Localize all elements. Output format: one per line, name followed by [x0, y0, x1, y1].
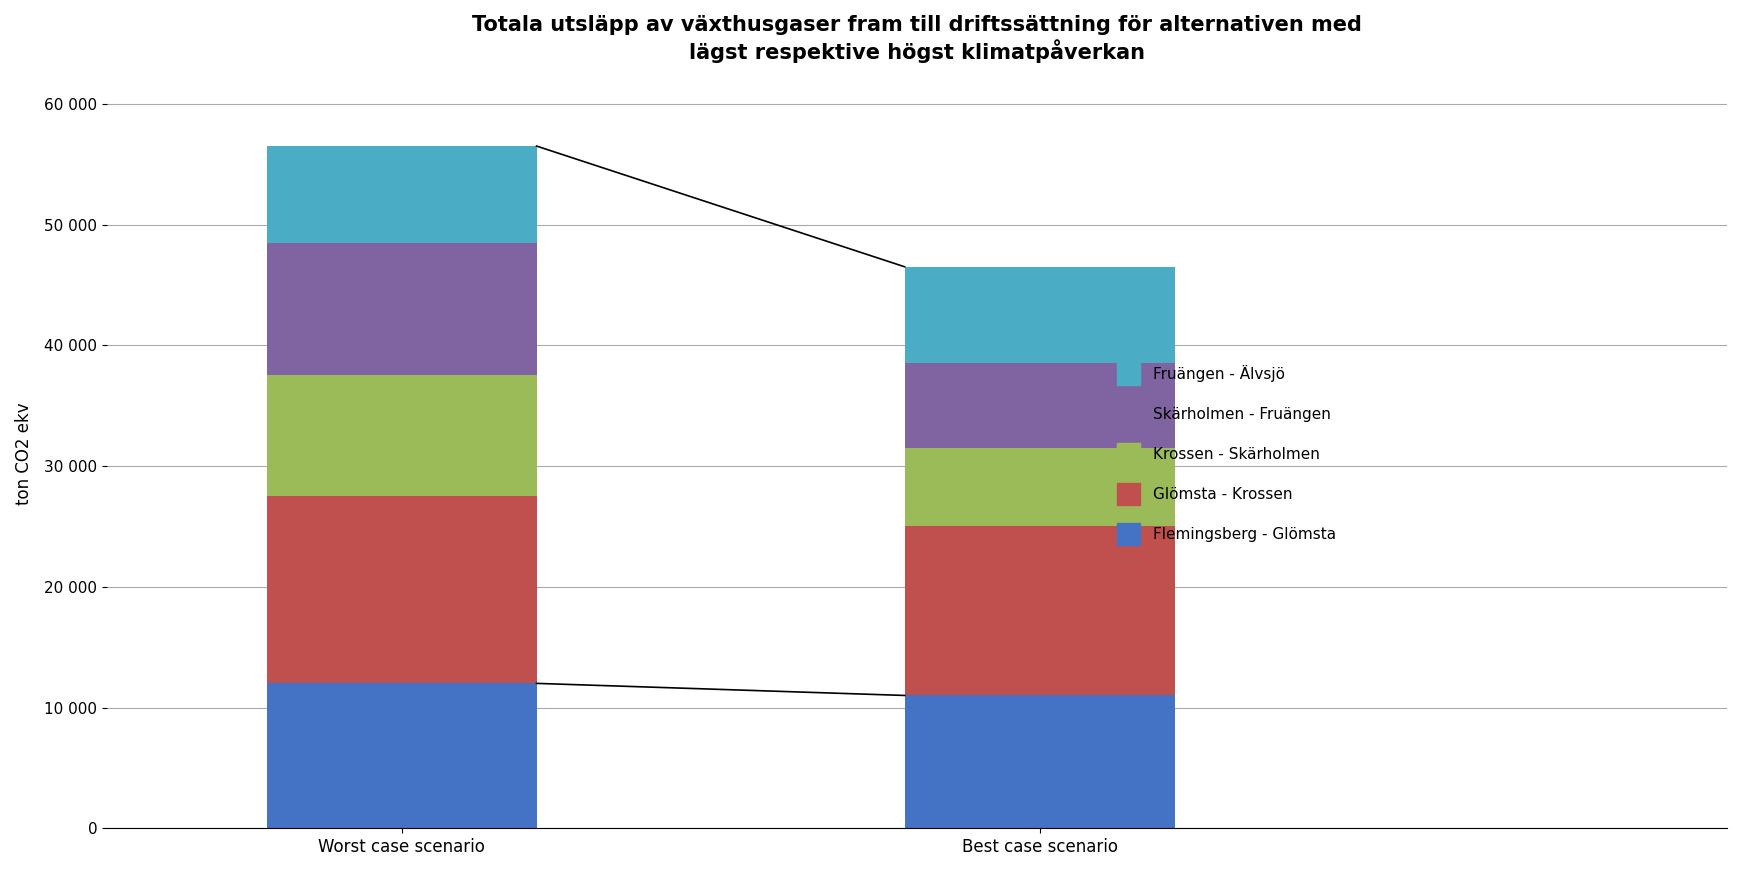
Bar	[267, 684, 537, 828]
Bar	[267, 146, 537, 243]
Y-axis label: ton CO2 ekv: ton CO2 ekv	[16, 402, 33, 505]
Bar	[267, 375, 537, 496]
Title: Totala utsläpp av växthusgaser fram till driftssättning för alternativen med
läg: Totala utsläpp av växthusgaser fram till…	[472, 15, 1362, 63]
Bar	[904, 695, 1174, 828]
Bar	[267, 496, 537, 684]
Bar	[267, 243, 537, 375]
Legend: Fruängen - Älvsjö, Skärholmen - Fruängen, Krossen - Skärholmen, Glömsta - Krosse: Fruängen - Älvsjö, Skärholmen - Fruängen…	[1111, 357, 1341, 550]
Bar	[904, 267, 1174, 363]
Bar	[904, 448, 1174, 526]
Bar	[904, 363, 1174, 448]
Bar	[904, 526, 1174, 695]
